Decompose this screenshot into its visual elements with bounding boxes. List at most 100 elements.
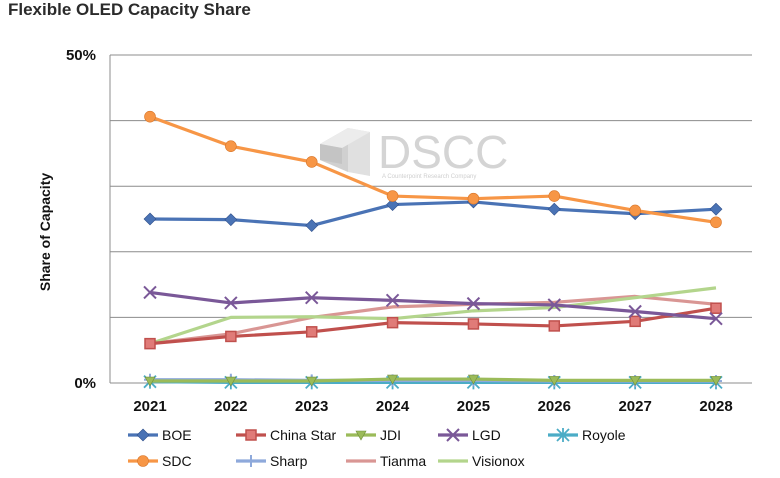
legend-swatch-marker — [137, 455, 149, 467]
legend-item-china-star: China Star — [236, 427, 336, 443]
y-axis-label: Share of Capacity — [37, 173, 53, 291]
series-sdc — [144, 110, 722, 229]
series-tianma — [149, 294, 717, 346]
data-point-lgd — [466, 296, 481, 311]
data-point-boe — [305, 219, 319, 232]
x-tick-label: 2022 — [214, 398, 247, 415]
data-point-sdc — [225, 140, 237, 152]
series-line-tianma — [149, 294, 717, 346]
data-point-sdc — [629, 204, 641, 217]
legend-item-boe: BOE — [128, 427, 192, 443]
marker-stroke — [224, 296, 238, 310]
data-point-boe — [386, 198, 399, 211]
marker-stroke — [628, 304, 642, 319]
legend-item-visionox: Visionox — [438, 453, 525, 469]
data-point-boe — [224, 213, 238, 227]
data-point-china-star — [467, 318, 480, 330]
chart-series — [143, 110, 723, 390]
marker-stroke — [466, 296, 481, 311]
legend-label: Royole — [582, 427, 626, 443]
data-point-boe — [547, 202, 561, 216]
data-point-china-star — [225, 330, 237, 343]
marker-stroke — [709, 312, 723, 326]
data-point-sdc — [144, 110, 156, 123]
dscc-logo-cube-icon — [320, 128, 370, 176]
x-tick-labels: 2021 2022 2023 2024 2025 2026 2027 2028 — [133, 398, 732, 415]
series-line-visionox — [149, 286, 717, 346]
data-point-boe — [709, 202, 723, 216]
data-point-jdi — [548, 376, 560, 386]
series-jdi — [144, 374, 722, 387]
data-point-lgd — [224, 296, 238, 310]
marker-stroke — [305, 291, 319, 305]
data-point-sdc — [386, 190, 399, 202]
data-point-jdi — [710, 376, 722, 386]
data-point-jdi — [144, 376, 156, 387]
legend-item-jdi: JDI — [346, 427, 401, 443]
legend-label: China Star — [270, 427, 336, 443]
data-point-boe — [143, 212, 157, 226]
data-point-sdc — [710, 216, 722, 229]
x-tick-label: 2025 — [457, 398, 490, 415]
marker-stroke — [446, 428, 460, 442]
marker-stroke — [547, 298, 561, 312]
data-point-lgd — [385, 293, 400, 308]
chart-gridlines — [110, 54, 752, 318]
page-title: Flexible OLED Capacity Share — [8, 0, 251, 19]
series-visionox — [149, 286, 717, 346]
legend-item-sdc: SDC — [128, 453, 192, 469]
legend-item-royole: Royole — [548, 427, 626, 443]
x-tick-label: 2021 — [133, 398, 166, 415]
data-point-jdi — [467, 374, 479, 385]
legend-label: LGD — [472, 427, 501, 443]
x-tick-label: 2028 — [699, 398, 732, 415]
watermark-logo-text: DSCC — [378, 126, 508, 178]
data-point-china-star — [629, 315, 641, 328]
data-point-jdi — [225, 376, 237, 387]
series-lgd — [143, 285, 723, 326]
series-china-star — [144, 302, 722, 350]
data-point-china-star — [548, 320, 561, 332]
y-tick-label: 0% — [74, 375, 96, 392]
data-point-lgd — [628, 304, 642, 319]
chart-legend: BOE China Star JDI LGD Royole SDC Sharp Tianma V… — [128, 427, 626, 469]
data-point-china-star — [710, 302, 722, 314]
data-point-lgd — [305, 291, 319, 305]
legend-item-sharp: Sharp — [236, 453, 308, 469]
data-point-china-star — [305, 326, 318, 338]
series-line-boe — [149, 200, 717, 228]
data-point-sdc — [467, 192, 480, 205]
x-tick-label: 2026 — [538, 398, 571, 415]
data-point-jdi — [629, 376, 641, 386]
legend-swatch-marker — [245, 429, 257, 441]
watermark-tagline: A Counterpoint Research Company — [382, 174, 476, 180]
legend-label: Tianma — [380, 453, 426, 469]
legend-label: Visionox — [472, 453, 525, 469]
data-point-lgd — [547, 298, 561, 312]
data-point-sdc — [548, 190, 561, 202]
legend-swatch-marker — [245, 455, 257, 467]
marker-stroke — [143, 285, 157, 300]
x-tick-label: 2024 — [376, 398, 410, 415]
legend-item-lgd: LGD — [438, 427, 501, 443]
legend-label: JDI — [380, 427, 401, 443]
legend-label: Sharp — [270, 453, 308, 469]
data-point-lgd — [143, 285, 157, 300]
data-point-china-star — [144, 337, 156, 350]
dscc-watermark: DSCC A Counterpoint Research Company — [320, 126, 508, 180]
x-tick-label: 2027 — [618, 398, 651, 415]
legend-item-tianma: Tianma — [346, 453, 426, 469]
legend-swatch-marker — [556, 428, 570, 442]
legend-swatch-marker — [446, 428, 460, 442]
data-point-lgd — [709, 312, 723, 326]
data-point-sdc — [305, 156, 318, 168]
legend-label: SDC — [162, 453, 192, 469]
legend-swatch-marker — [136, 428, 150, 442]
y-tick-labels: 0% 50% — [66, 47, 96, 392]
series-line-sdc — [149, 115, 717, 224]
marker-stroke — [385, 293, 400, 308]
data-point-china-star — [386, 316, 399, 329]
legend-swatch-marker — [355, 430, 367, 441]
data-point-jdi — [387, 374, 399, 385]
